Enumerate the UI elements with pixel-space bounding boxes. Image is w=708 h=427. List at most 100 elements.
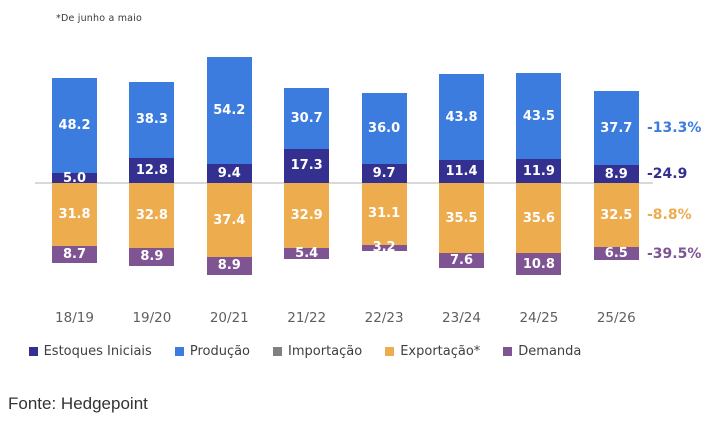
bar-segment-produc-a-o: 38.3 <box>129 81 175 158</box>
x-axis-label-21-22: 21/22 <box>287 310 327 326</box>
legend-item-importac-a-o: Importação <box>273 344 362 359</box>
bar-segment-produc-a-o: 36.0 <box>361 92 407 164</box>
bar-segment-estoques-iniciais: 11.9 <box>516 159 562 183</box>
bar-value-label: 9.7 <box>372 165 396 181</box>
bar-18-19: 48.2 5.0 31.8 8.7 <box>52 0 97 427</box>
stack-above-axis: 37.7 8.9 <box>593 90 639 183</box>
bar-value-label: 32.8 <box>135 207 168 223</box>
bar-segment-demanda: 8.9 <box>206 257 252 275</box>
stack-above-axis: 48.2 5.0 <box>52 77 97 183</box>
x-axis-label-23-24: 23/24 <box>442 310 481 326</box>
bar-value-label: 8.9 <box>140 249 164 265</box>
bar-value-label: 3.2 <box>372 240 396 251</box>
bar-segment-produc-a-o: 54.2 <box>206 57 252 165</box>
annotation-demanda: -39.5% <box>647 245 702 262</box>
legend-label: Exportação* <box>400 344 481 359</box>
bar-value-label: 7.6 <box>449 253 474 269</box>
bar-value-label: 32.5 <box>600 207 633 223</box>
bar-value-label: 9.4 <box>217 166 241 182</box>
bar-segment-produc-a-o: 37.7 <box>593 90 639 166</box>
legend-label: Estoques Iniciais <box>43 344 152 359</box>
zero-axis-line <box>35 182 653 184</box>
chart-footnote: *De junho a maio <box>56 13 143 24</box>
bar-segment-exportac-a-o: 31.8 <box>52 183 97 246</box>
bar-value-label: 35.5 <box>445 210 478 226</box>
bar-23-24: 43.8 11.4 35.5 7.6 <box>439 0 484 427</box>
legend-swatch-icon <box>385 347 395 356</box>
stack-below-axis: 37.4 8.9 <box>206 183 252 275</box>
bar-value-label: 31.8 <box>58 206 91 222</box>
bar-segment-estoques-iniciais: 17.3 <box>284 148 330 183</box>
legend-item-produc-a-o: Produção <box>174 344 250 359</box>
bar-value-label: 6.5 <box>604 246 628 261</box>
bar-value-label: 32.9 <box>290 208 323 224</box>
bar-value-label: 54.2 <box>213 103 246 119</box>
bar-segment-estoques-iniciais: 9.7 <box>361 163 407 183</box>
bar-22-23: 36.0 9.7 31.1 3.2 <box>361 0 407 427</box>
bar-value-label: 8.7 <box>62 247 87 263</box>
bar-value-label: 11.9 <box>522 163 555 179</box>
bar-19-20: 38.3 12.8 32.8 8.9 <box>129 0 175 427</box>
bar-segment-demanda: 10.8 <box>516 253 562 275</box>
stack-above-axis: 43.8 11.4 <box>439 73 484 183</box>
stack-below-axis: 31.8 8.7 <box>52 183 97 264</box>
bar-20-21: 54.2 9.4 37.4 8.9 <box>206 0 252 427</box>
stack-below-axis: 35.6 10.8 <box>516 183 562 275</box>
bar-segment-exportac-a-o: 31.1 <box>361 183 407 245</box>
bar-value-label: 5.0 <box>62 170 87 183</box>
bar-value-label: 35.6 <box>522 210 555 226</box>
bar-segment-demanda: 5.4 <box>284 245 330 259</box>
x-axis-label-20-21: 20/21 <box>209 310 249 326</box>
bar-25-26: 37.7 8.9 32.5 6.5 <box>593 0 639 427</box>
annotation-exportac-a-o: -8.8% <box>647 207 692 224</box>
bar-value-label: 37.4 <box>213 212 246 228</box>
source-text: Fonte: Hedgepoint <box>8 394 148 413</box>
stack-above-axis: 36.0 9.7 <box>361 92 407 183</box>
legend-swatch-icon <box>28 347 38 356</box>
x-axis-label-18-19: 18/19 <box>55 310 94 326</box>
legend-swatch-icon <box>174 347 184 356</box>
legend-label: Importação <box>288 344 363 359</box>
x-axis-label-25-26: 25/26 <box>596 310 636 326</box>
stack-above-axis: 30.7 17.3 <box>284 87 330 183</box>
bar-segment-produc-a-o: 43.5 <box>516 73 562 160</box>
chart-legend: Estoques Iniciais Produção Importação Expor… <box>28 344 581 359</box>
legend-item-exportac-a-o: Exportação* <box>385 344 480 359</box>
stack-below-axis: 31.1 3.2 <box>361 183 407 251</box>
stack-below-axis: 32.9 5.4 <box>284 183 330 259</box>
legend-label: Demanda <box>518 344 582 359</box>
bar-value-label: 17.3 <box>290 158 323 174</box>
bar-segment-estoques-iniciais: 9.4 <box>206 164 252 183</box>
bar-segment-exportac-a-o: 35.6 <box>516 183 562 254</box>
annotation-estoques-iniciais: -24.9 <box>647 166 688 183</box>
stack-below-axis: 32.8 8.9 <box>129 183 175 266</box>
bar-segment-produc-a-o: 48.2 <box>52 77 97 174</box>
bar-segment-estoques-iniciais: 5.0 <box>52 170 97 183</box>
legend-swatch-icon <box>503 347 513 356</box>
bar-value-label: 5.4 <box>295 245 319 259</box>
bar-segment-produc-a-o: 30.7 <box>284 87 330 149</box>
bar-segment-exportac-a-o: 32.8 <box>129 183 175 248</box>
bar-21-22: 30.7 17.3 32.9 5.4 <box>284 0 330 427</box>
bar-segment-demanda: 8.9 <box>129 247 175 266</box>
bar-segment-exportac-a-o: 32.5 <box>593 183 639 248</box>
bar-segment-exportac-a-o: 37.4 <box>206 183 252 258</box>
bar-value-label: 8.9 <box>217 258 241 274</box>
bar-value-label: 37.7 <box>600 120 633 136</box>
x-axis-label-22-23: 22/23 <box>364 310 404 326</box>
x-axis-label-24-25: 24/25 <box>519 310 559 326</box>
stack-above-axis: 54.2 9.4 <box>206 57 252 183</box>
bar-segment-demanda: 8.7 <box>52 245 97 264</box>
annotation-produc-a-o: -13.3% <box>647 120 702 137</box>
bar-segment-exportac-a-o: 32.9 <box>284 183 330 249</box>
bar-segment-exportac-a-o: 35.5 <box>439 183 484 254</box>
bar-segment-demanda: 6.5 <box>593 246 639 261</box>
bar-segment-estoques-iniciais: 11.4 <box>439 160 484 183</box>
stack-below-axis: 35.5 7.6 <box>439 183 484 269</box>
bar-value-label: 10.8 <box>522 256 555 272</box>
x-axis-label-19-20: 19/20 <box>132 310 172 326</box>
bar-value-label: 12.8 <box>135 162 168 178</box>
stack-above-axis: 43.5 11.9 <box>516 73 562 183</box>
bar-value-label: 11.4 <box>445 164 478 180</box>
